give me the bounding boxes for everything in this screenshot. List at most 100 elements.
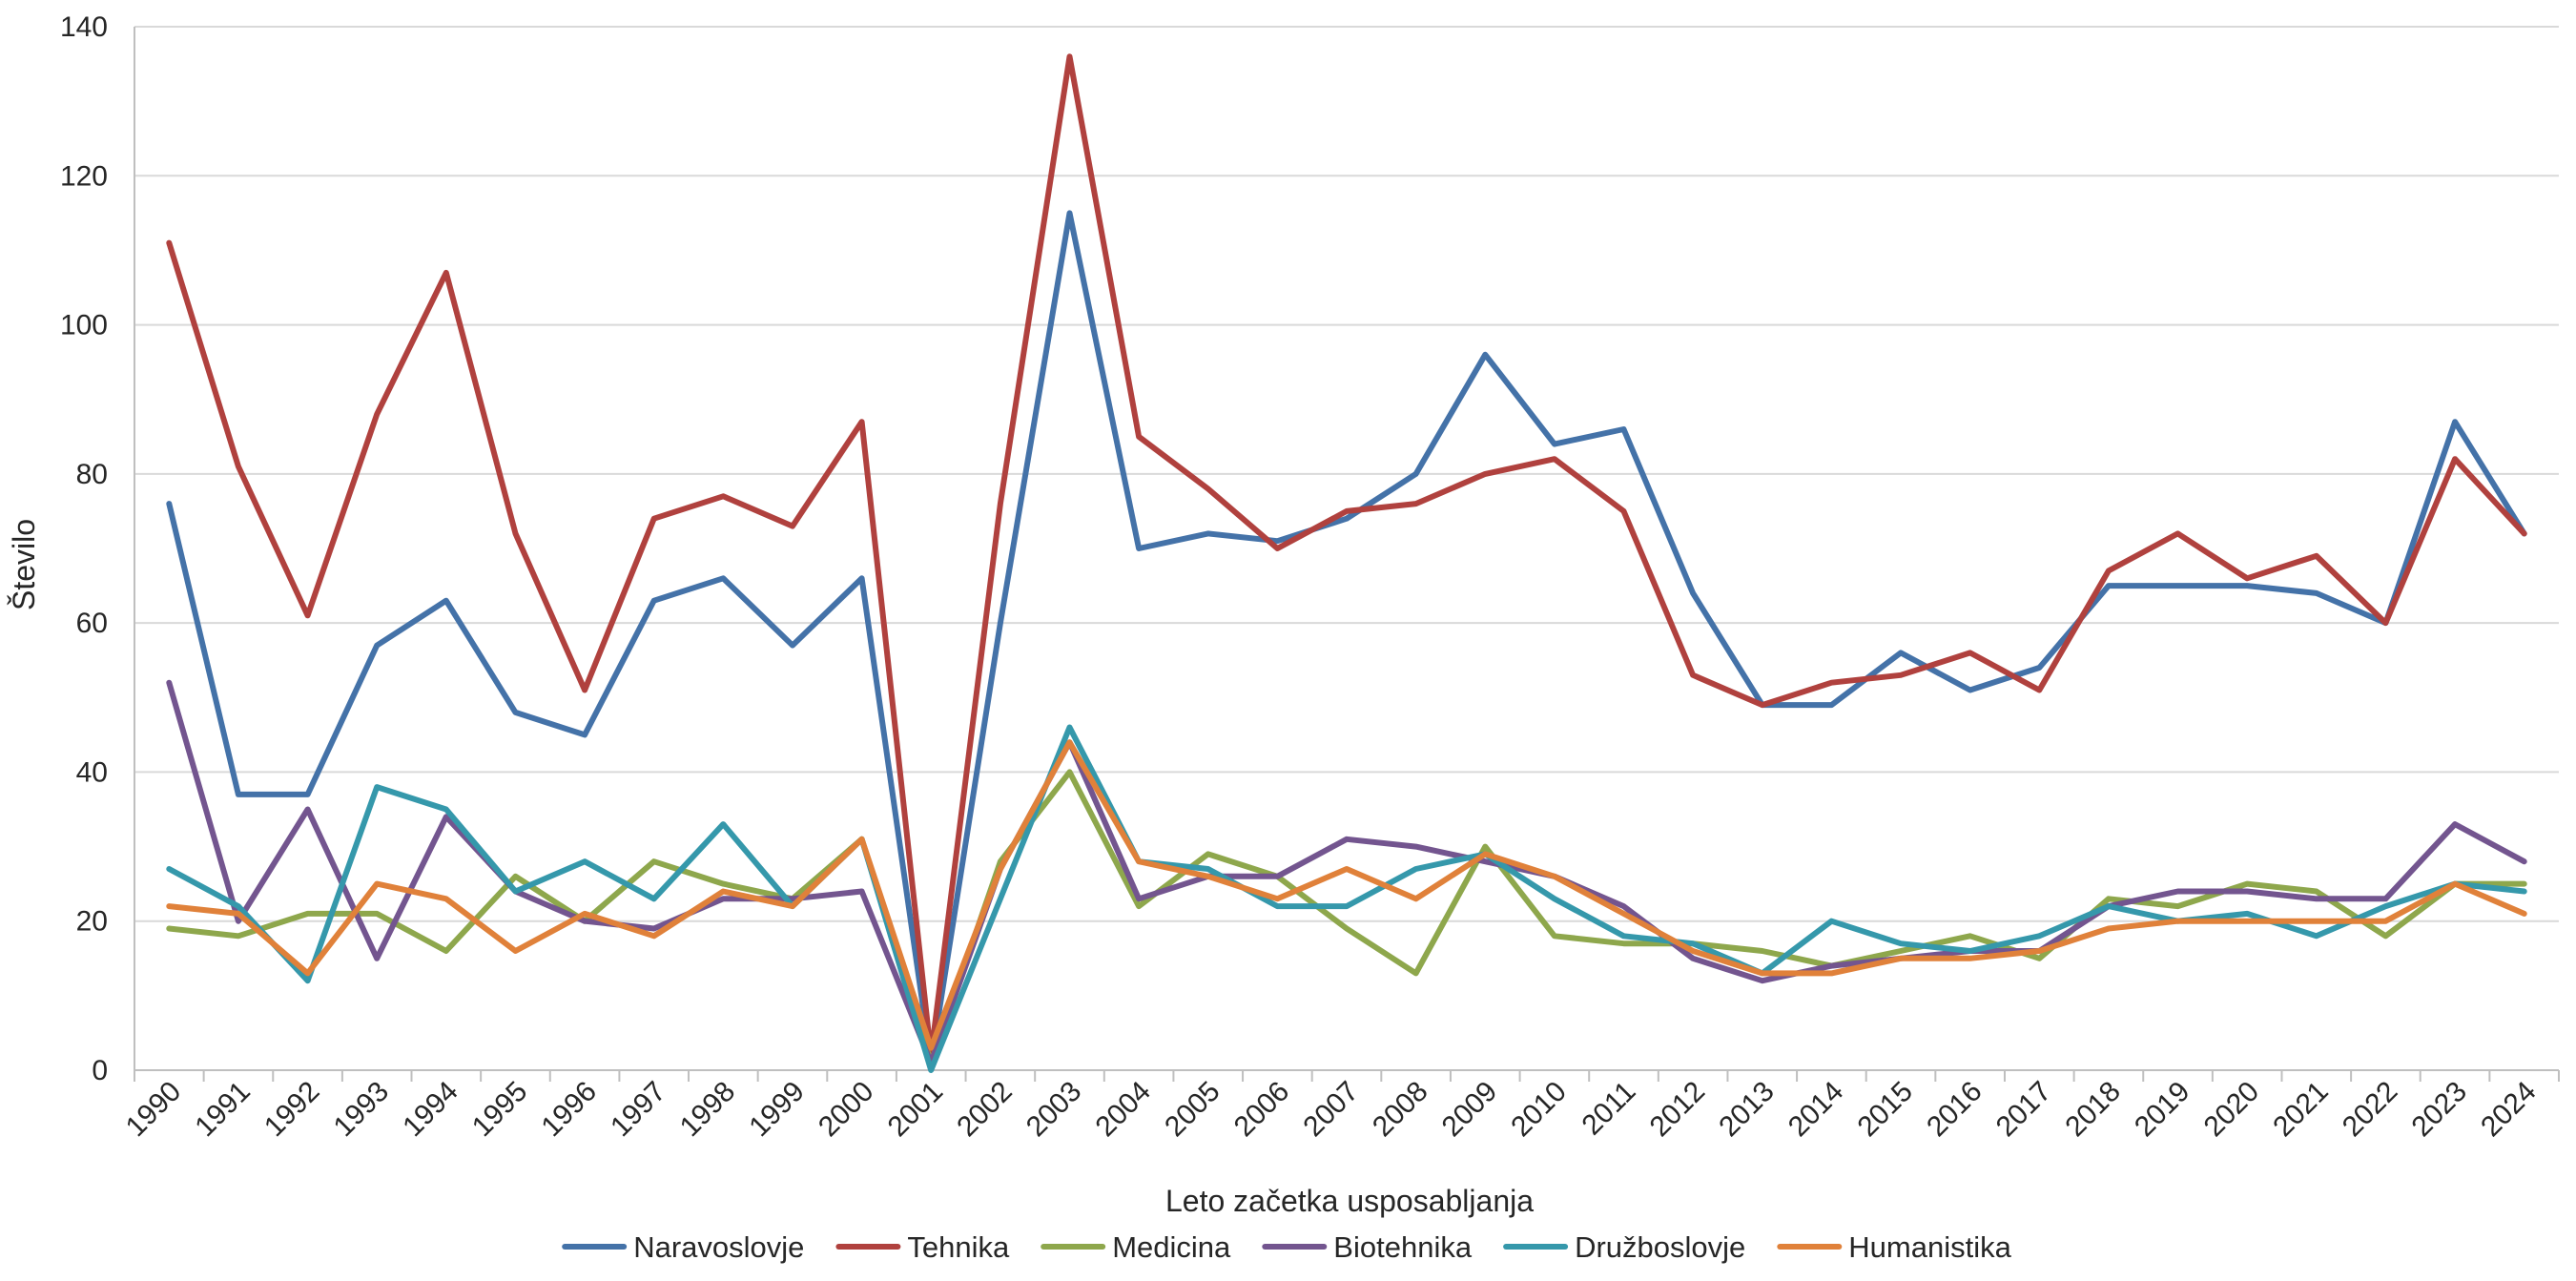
x-tick-label: 2023: [2405, 1076, 2473, 1144]
series-line-družboslovje: [166, 724, 2527, 1073]
data-point: [2036, 956, 2042, 961]
data-point: [1828, 702, 1834, 708]
data-point: [2314, 933, 2319, 939]
data-point: [2244, 888, 2250, 894]
x-tick-label: 2015: [1851, 1076, 1919, 1144]
data-point: [2382, 896, 2388, 901]
data-point: [1344, 516, 1350, 522]
data-point: [2452, 456, 2458, 462]
data-point: [1482, 352, 1488, 358]
data-point: [1690, 590, 1696, 596]
y-tick-label: 0: [92, 1055, 108, 1086]
data-point: [2106, 926, 2112, 932]
series-lines: [166, 53, 2527, 1073]
data-point: [1274, 546, 1280, 551]
x-tick-label: 2000: [813, 1076, 880, 1144]
x-tick-label: 2008: [1367, 1076, 1434, 1144]
data-point: [1898, 672, 1904, 678]
data-point: [1066, 739, 1072, 745]
data-point: [998, 866, 1003, 872]
data-point: [374, 911, 380, 917]
data-point: [166, 903, 172, 909]
x-tick-label: 1992: [258, 1076, 326, 1144]
data-point: [1621, 911, 1627, 917]
data-point: [305, 612, 311, 618]
x-tick-label: 2009: [1436, 1076, 1504, 1144]
data-point: [720, 881, 726, 887]
data-point: [2522, 881, 2527, 887]
data-point: [2244, 881, 2250, 887]
x-tick-label: 1993: [328, 1076, 396, 1144]
data-point: [2452, 881, 2458, 887]
x-tick-label: 1996: [536, 1076, 604, 1144]
data-point: [305, 911, 311, 917]
data-point: [1136, 546, 1142, 551]
y-axis-title: Število: [7, 519, 41, 610]
data-point: [374, 881, 380, 887]
data-point: [1760, 702, 1765, 708]
data-point: [790, 524, 795, 529]
x-tick-label: 2013: [1713, 1076, 1781, 1144]
data-point: [1274, 896, 1280, 901]
data-point: [2036, 687, 2042, 692]
data-point: [1344, 508, 1350, 514]
data-point: [1898, 940, 1904, 946]
data-point: [305, 978, 311, 983]
data-point: [998, 620, 1003, 626]
x-tick-label: 2010: [1505, 1076, 1573, 1144]
legend-label: Medicina: [1112, 1230, 1231, 1264]
data-point: [1621, 903, 1627, 909]
x-tick-label: 2021: [2267, 1076, 2335, 1144]
data-point: [1206, 874, 1211, 879]
data-point: [651, 516, 657, 522]
series-line-tehnika: [166, 53, 2527, 1059]
data-point: [2175, 888, 2181, 894]
data-point: [2106, 903, 2112, 909]
data-point: [166, 680, 172, 686]
data-point: [1552, 456, 1557, 462]
data-point: [1621, 508, 1627, 514]
data-point: [1344, 926, 1350, 932]
data-point: [1690, 672, 1696, 678]
data-point: [1898, 650, 1904, 655]
x-tick-label: 2018: [2059, 1076, 2127, 1144]
data-point: [1760, 948, 1765, 954]
data-point: [1274, 903, 1280, 909]
data-point: [374, 956, 380, 961]
data-point: [1482, 844, 1488, 850]
data-point: [651, 598, 657, 604]
data-point: [305, 792, 311, 797]
data-point: [2452, 821, 2458, 827]
data-point: [1760, 970, 1765, 976]
data-point: [1968, 650, 1973, 655]
data-point: [166, 240, 172, 246]
data-point: [928, 1045, 934, 1051]
data-point: [1968, 948, 1973, 954]
data-point: [859, 575, 865, 581]
data-point: [2452, 419, 2458, 424]
data-point: [2382, 933, 2388, 939]
data-point: [2522, 858, 2527, 864]
data-point: [1898, 948, 1904, 954]
data-point: [1066, 769, 1072, 775]
series-line-naravoslovje: [166, 210, 2527, 1066]
data-point: [166, 866, 172, 872]
data-point: [2244, 919, 2250, 924]
data-point: [512, 948, 518, 954]
x-tick-label: 2020: [2198, 1076, 2266, 1144]
data-point: [582, 911, 587, 917]
data-point: [1552, 874, 1557, 879]
legend-label: Biotehnika: [1333, 1230, 1473, 1264]
data-point: [443, 270, 449, 276]
legend-item: Biotehnika: [1262, 1230, 1473, 1264]
data-point: [1066, 725, 1072, 731]
data-point: [1552, 933, 1557, 939]
data-point: [582, 732, 587, 737]
data-point: [443, 598, 449, 604]
x-axis-title: Leto začetka usposabljanja: [1165, 1184, 1534, 1218]
data-point: [1482, 851, 1488, 857]
data-point: [2314, 553, 2319, 559]
data-point: [2382, 903, 2388, 909]
data-point: [2314, 896, 2319, 901]
